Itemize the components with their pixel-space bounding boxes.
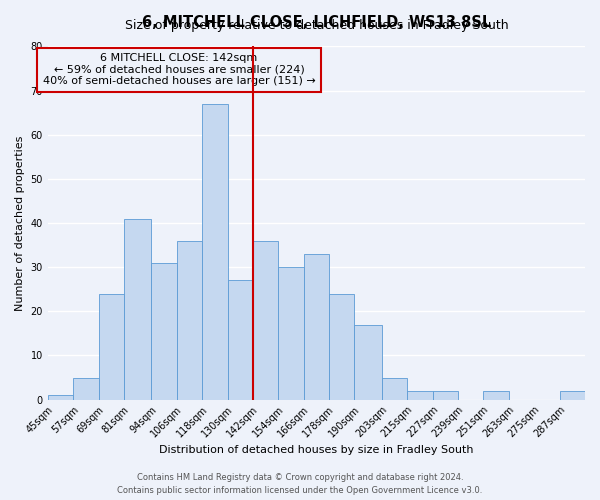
Text: Size of property relative to detached houses in Fradley South: Size of property relative to detached ho… bbox=[125, 20, 508, 32]
Text: 6 MITCHELL CLOSE: 142sqm
← 59% of detached houses are smaller (224)
40% of semi-: 6 MITCHELL CLOSE: 142sqm ← 59% of detach… bbox=[43, 53, 315, 86]
Bar bbox=[202, 104, 227, 400]
Title: 6, MITCHELL CLOSE, LICHFIELD, WS13 8SL: 6, MITCHELL CLOSE, LICHFIELD, WS13 8SL bbox=[142, 15, 491, 30]
Bar bbox=[253, 240, 278, 400]
Text: Contains HM Land Registry data © Crown copyright and database right 2024.
Contai: Contains HM Land Registry data © Crown c… bbox=[118, 474, 482, 495]
Bar bbox=[484, 391, 509, 400]
Bar bbox=[433, 391, 458, 400]
Bar bbox=[329, 294, 355, 400]
Bar bbox=[151, 262, 177, 400]
Bar bbox=[73, 378, 98, 400]
Bar bbox=[382, 378, 407, 400]
Bar bbox=[355, 324, 382, 400]
Bar bbox=[304, 254, 329, 400]
Bar bbox=[227, 280, 253, 400]
Y-axis label: Number of detached properties: Number of detached properties bbox=[15, 136, 25, 310]
Bar bbox=[98, 294, 124, 400]
Bar bbox=[560, 391, 585, 400]
Bar bbox=[124, 218, 151, 400]
Bar bbox=[407, 391, 433, 400]
Bar bbox=[48, 395, 73, 400]
X-axis label: Distribution of detached houses by size in Fradley South: Distribution of detached houses by size … bbox=[159, 445, 473, 455]
Bar bbox=[177, 240, 202, 400]
Bar bbox=[278, 267, 304, 400]
